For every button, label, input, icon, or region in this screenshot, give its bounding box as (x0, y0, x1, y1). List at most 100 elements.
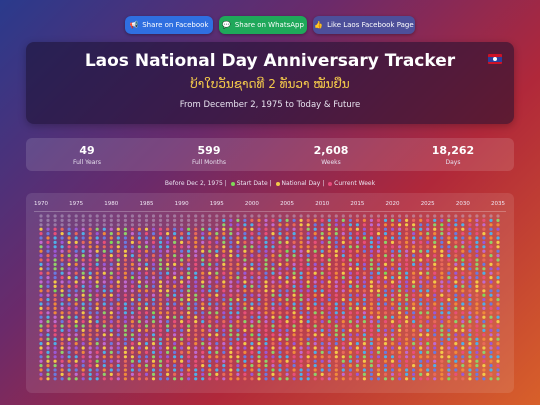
week-dot (313, 377, 317, 381)
week-dot (468, 372, 472, 376)
week-dot (390, 350, 395, 354)
week-dot (461, 377, 465, 381)
week-dot (376, 218, 381, 222)
week-dot (243, 324, 247, 328)
week-dot (46, 337, 50, 341)
week-dot (53, 293, 57, 297)
week-dot (222, 302, 226, 306)
week-dot (53, 236, 57, 240)
week-dot (46, 232, 50, 236)
week-dot (215, 284, 219, 288)
week-dot (327, 271, 331, 275)
week-dot (299, 245, 303, 249)
week-dot (313, 368, 317, 372)
week-dot (53, 320, 57, 324)
week-dot (130, 271, 134, 275)
week-dot (102, 240, 106, 244)
week-dot (496, 267, 500, 271)
week-dot (461, 315, 465, 319)
week-dot (109, 262, 113, 266)
week-dot (102, 293, 106, 297)
week-dot (81, 214, 85, 218)
week-dot (482, 346, 486, 350)
week-dot (447, 293, 451, 297)
week-dot (412, 236, 416, 240)
week-dot (278, 289, 282, 293)
week-dot (369, 232, 373, 236)
week-dot (489, 333, 493, 337)
week-dot (187, 350, 191, 354)
week-dot (489, 306, 493, 310)
week-dot (151, 328, 156, 332)
week-dot (208, 245, 212, 249)
week-dot (151, 280, 156, 284)
week-dot (264, 276, 268, 280)
week-dot (88, 337, 92, 341)
week-dot (292, 276, 296, 280)
week-dot (433, 302, 437, 306)
week-dot (285, 227, 289, 231)
share-facebook-button[interactable]: 📢 Share on Facebook (125, 16, 213, 34)
week-dot (109, 280, 113, 284)
week-dot (327, 350, 331, 354)
week-dot (257, 280, 261, 284)
week-dot (405, 240, 409, 244)
week-dot (194, 320, 198, 324)
week-dot (496, 289, 500, 293)
week-dot (123, 324, 127, 328)
week-dot (116, 377, 120, 381)
week-dot (355, 249, 359, 253)
week-dot (243, 262, 247, 266)
like-facebook-page-button[interactable]: 👍 Like Laos Facebook Page (313, 16, 415, 34)
week-dot (398, 337, 402, 341)
week-dot (285, 284, 289, 288)
week-dot (109, 377, 113, 381)
week-dot (412, 346, 416, 350)
week-dot (102, 342, 106, 346)
week-dot (53, 289, 57, 293)
week-dot (320, 227, 324, 231)
week-dot (130, 302, 134, 306)
week-dot (67, 236, 71, 240)
week-dot (348, 377, 352, 381)
week-dot (264, 364, 268, 368)
week-dot (271, 320, 275, 324)
week-dot (313, 324, 317, 328)
week-dot (74, 214, 78, 218)
week-dot (313, 271, 317, 275)
week-dot (369, 289, 373, 293)
week-dot (327, 240, 331, 244)
week-dot (67, 214, 71, 218)
week-dot (475, 245, 479, 249)
share-whatsapp-button[interactable]: 💬 Share on WhatsApp (219, 16, 307, 34)
week-dot (208, 262, 212, 266)
week-dot (250, 293, 254, 297)
week-dot (151, 258, 156, 262)
week-dot (475, 311, 479, 315)
week-dot (60, 293, 64, 297)
week-dot (46, 364, 50, 368)
week-dot (208, 359, 212, 363)
week-dot (369, 337, 373, 341)
week-dot (151, 284, 156, 288)
week-dot (383, 262, 388, 266)
week-dot (299, 350, 303, 354)
week-dot (74, 315, 78, 319)
week-dot (137, 293, 141, 297)
week-dot (116, 284, 120, 288)
week-dot (180, 214, 184, 218)
week-dot (229, 350, 233, 354)
week-dot (327, 218, 331, 222)
week-dot (313, 350, 317, 354)
stat-years: 49 Full Years (26, 138, 148, 171)
week-dot (144, 350, 149, 354)
week-dot (390, 355, 395, 359)
week-dot (412, 214, 416, 218)
week-dot (194, 293, 198, 297)
week-dot (74, 324, 78, 328)
week-dot (116, 302, 120, 306)
week-dot (67, 258, 71, 262)
week-dot (60, 342, 64, 346)
week-dot (348, 333, 352, 337)
week-dot (419, 298, 423, 302)
